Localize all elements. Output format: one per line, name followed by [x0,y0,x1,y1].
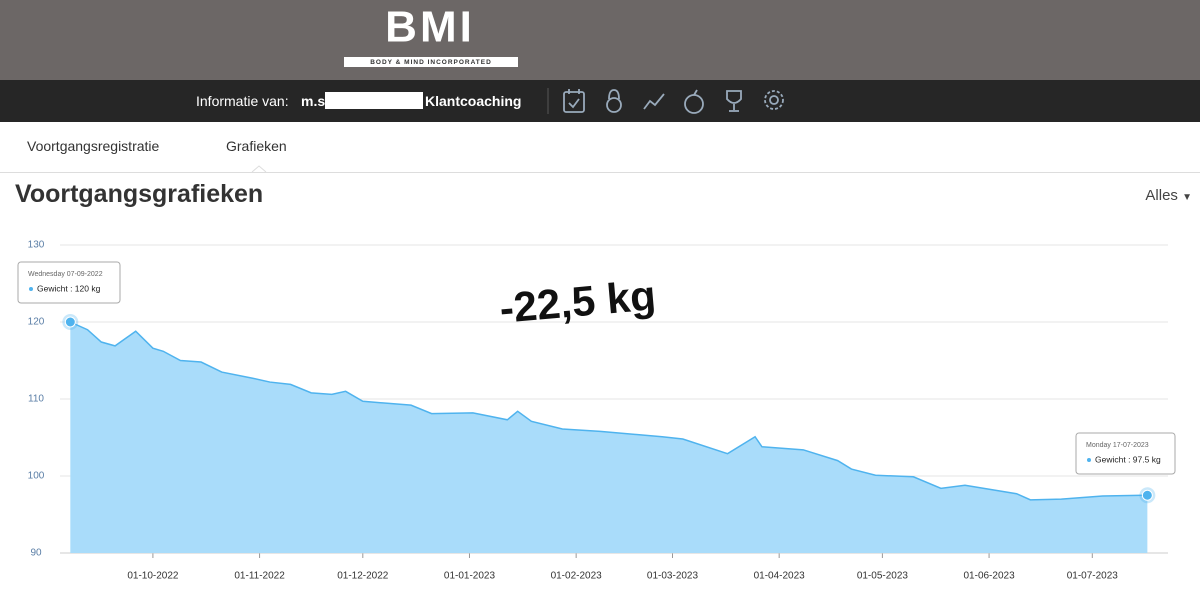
top-bar: BMI BODY & MIND INCORPORATED [0,0,1200,80]
nav-icons [547,88,784,114]
logo-subtitle: BODY & MIND INCORPORATED [370,59,492,66]
tooltip-date: Monday 17-07-2023 [1086,442,1149,449]
x-tick-label: 01-10-2022 [127,571,179,582]
caret: ▼ [1182,192,1192,203]
icon-trophy[interactable] [726,90,742,112]
filter-label: Alles [1145,187,1178,204]
tooltip-label: Gewicht : 120 kg [37,283,101,293]
icon-settings[interactable] [764,90,784,110]
nav-link[interactable]: Klantcoaching [425,93,522,109]
y-tick-label: 100 [28,471,45,482]
tooltip-dot [29,287,33,291]
x-tick-label: 01-04-2023 [754,571,806,582]
tab-bar: Voortgangsregistratie Grafieken [0,122,1200,173]
icon-apple[interactable] [684,89,704,114]
tooltip [17,261,121,304]
page-title: Voortgangsgrafieken [15,180,264,208]
redaction [325,92,423,109]
point [64,316,76,328]
nav-bar: Informatie van: m.s Klantcoaching [0,80,1200,122]
x-tick-label: 01-07-2023 [1067,571,1119,582]
tab[interactable]: Grafieken [226,138,287,154]
filter-dropdown[interactable]: Alles ▼ [1145,187,1192,204]
tooltip [1075,432,1176,475]
logo-text: BMI [385,3,475,52]
x-tick-label: 01-11-2022 [234,571,285,582]
y-tick-label: 130 [28,240,45,251]
info-label: Informatie van: [196,93,289,109]
area [70,322,1148,553]
point [1141,489,1153,501]
x-tick-label: 01-06-2023 [963,571,1015,582]
user-name: m.s [301,93,326,109]
icon-calendar[interactable] [563,89,585,113]
line [70,321,1148,501]
annotation: -22,5 kg [498,271,658,331]
tooltip-label: Gewicht : 97.5 kg [1095,454,1161,464]
x-tick-label: 01-05-2023 [857,571,909,582]
y-tick-label: 120 [28,317,45,328]
tooltip-date: Wednesday 07-09-2022 [28,271,103,278]
logo-band [344,57,518,67]
icon-kettlebell[interactable] [606,89,622,113]
tab-indicator [251,165,267,173]
y-tick-label: 90 [30,548,42,559]
logo: BMI BODY & MIND INCORPORATED [344,3,518,67]
x-tick-label: 01-03-2023 [647,571,699,582]
x-tick-label: 01-02-2023 [551,571,603,582]
tab[interactable]: Voortgangsregistratie [27,138,160,154]
x-tick-label: 01-01-2023 [444,571,496,582]
x-tick-label: 01-12-2022 [337,571,389,582]
icon-graph[interactable] [643,93,665,110]
tooltip-dot [1087,458,1091,462]
chart: 90 100 110 120 130 01-10-2022 01-11-2022 01-12-… [17,240,1176,582]
y-tick-label: 110 [28,394,44,405]
